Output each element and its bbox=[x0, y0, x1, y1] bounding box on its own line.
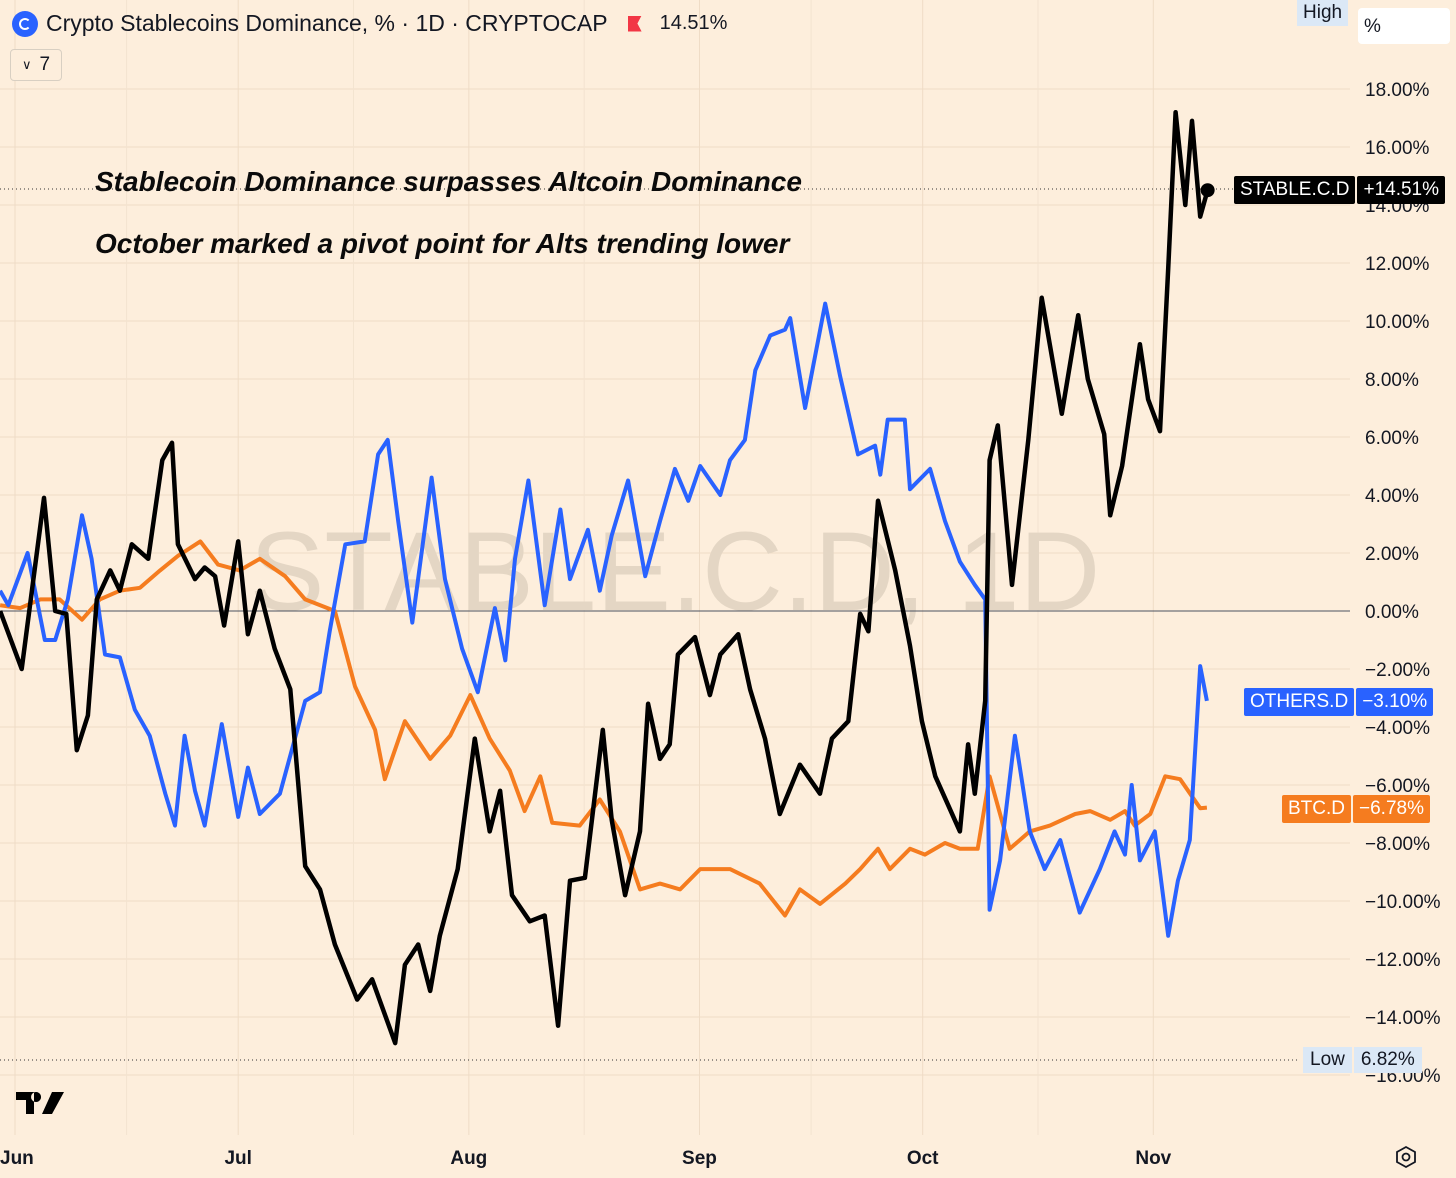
y-tick-label: −8.00% bbox=[1365, 834, 1430, 855]
y-tick-label: −12.00% bbox=[1365, 950, 1441, 971]
indicators-toggle-button[interactable]: ∨ 7 bbox=[10, 49, 62, 81]
stable-tag: STABLE.C.D +14.51% bbox=[1234, 176, 1446, 204]
settings-gear-icon[interactable] bbox=[1394, 1145, 1418, 1169]
btc-tag: BTC.D −6.78% bbox=[1282, 795, 1430, 823]
x-tick-label: Oct bbox=[907, 1148, 939, 1169]
indicators-count: 7 bbox=[39, 54, 51, 75]
stable-tag-value: +14.51% bbox=[1357, 176, 1446, 204]
series-line-others-d[interactable] bbox=[0, 301, 1209, 938]
annotation-1[interactable]: Stablecoin Dominance surpasses Altcoin D… bbox=[95, 166, 802, 197]
y-tick-label: 10.00% bbox=[1365, 312, 1430, 333]
stablecoin-logo-icon bbox=[12, 10, 38, 37]
scale-mode-button[interactable]: % bbox=[1358, 8, 1450, 44]
y-tick-label: −4.00% bbox=[1365, 718, 1430, 739]
watermark: STABLE.C.D, 1D bbox=[250, 509, 1101, 634]
y-tick-label: 12.00% bbox=[1365, 254, 1430, 275]
stable-tag-name: STABLE.C.D bbox=[1234, 176, 1356, 204]
others-tag-value: −3.10% bbox=[1356, 688, 1434, 716]
flag-icon[interactable] bbox=[627, 15, 642, 32]
last-value: 14.51% bbox=[659, 12, 728, 34]
series-layer bbox=[0, 109, 1215, 1046]
x-tick-label: Aug bbox=[450, 1148, 487, 1169]
low-label: Low bbox=[1303, 1047, 1352, 1073]
chevron-down-icon: ∨ bbox=[21, 57, 32, 72]
series-line-btc-d[interactable] bbox=[0, 539, 1208, 918]
x-axis[interactable]: Jun Jul Aug Sep Oct Nov bbox=[0, 1148, 1172, 1169]
tradingview-logo[interactable] bbox=[16, 1090, 64, 1123]
symbol-title: Crypto Stablecoins Dominance, % · 1D · C… bbox=[46, 10, 608, 36]
y-tick-label: 18.00% bbox=[1365, 80, 1430, 101]
x-tick-label: Nov bbox=[1135, 1148, 1171, 1169]
y-tick-label: 8.00% bbox=[1365, 370, 1419, 391]
series-line-stable-c-d[interactable] bbox=[0, 109, 1210, 1046]
others-tag: OTHERS.D −3.10% bbox=[1244, 688, 1434, 716]
y-tick-label: 6.00% bbox=[1365, 428, 1419, 449]
y-tick-label: 0.00% bbox=[1365, 602, 1419, 623]
y-tick-label: 2.00% bbox=[1365, 544, 1419, 565]
x-tick-label: Jul bbox=[224, 1148, 251, 1169]
btc-tag-name: BTC.D bbox=[1282, 795, 1351, 823]
y-axis[interactable]: 18.00%16.00%14.00%12.00%10.00%8.00%6.00%… bbox=[1365, 80, 1441, 1087]
annotation-2[interactable]: October marked a pivot point for Alts tr… bbox=[95, 228, 790, 259]
x-tick-label: Sep bbox=[682, 1148, 717, 1169]
y-tick-label: 4.00% bbox=[1365, 486, 1419, 507]
y-tick-label: −14.00% bbox=[1365, 1008, 1441, 1029]
high-label: High bbox=[1297, 0, 1349, 26]
y-tick-label: −2.00% bbox=[1365, 660, 1430, 681]
btc-tag-value: −6.78% bbox=[1353, 795, 1430, 823]
others-tag-name: OTHERS.D bbox=[1244, 688, 1355, 716]
x-tick-label: Jun bbox=[0, 1148, 34, 1169]
y-tick-label: 16.00% bbox=[1365, 138, 1430, 159]
last-point-marker bbox=[1200, 183, 1215, 198]
y-tick-label: −6.00% bbox=[1365, 776, 1430, 797]
low-marker: Low 6.82% bbox=[1303, 1047, 1422, 1073]
chart-legend[interactable]: Crypto Stablecoins Dominance, % · 1D · C… bbox=[12, 10, 727, 37]
low-value: 6.82% bbox=[1353, 1047, 1422, 1073]
y-tick-label: −10.00% bbox=[1365, 892, 1441, 913]
